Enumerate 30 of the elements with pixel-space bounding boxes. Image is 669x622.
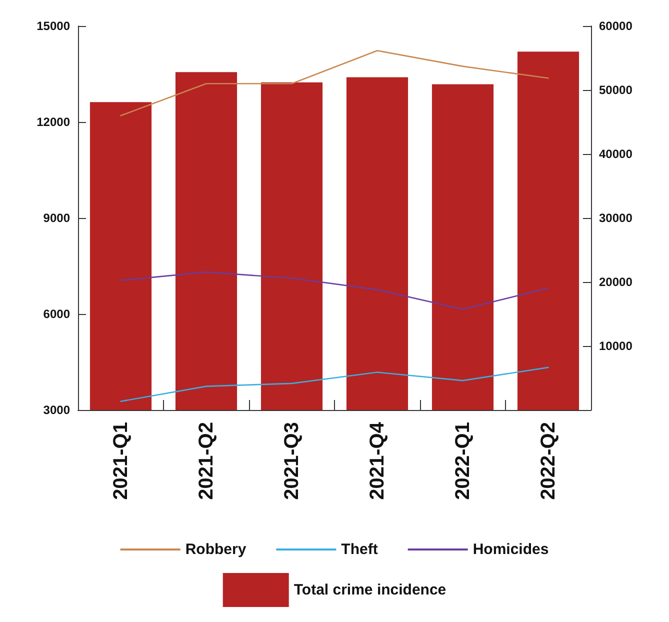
x-tick-label: 2021-Q2 — [195, 422, 218, 500]
legend-label: Robbery — [185, 541, 247, 558]
y2-tick-label: 20000 — [599, 275, 633, 289]
x-tick-label: 2021-Q4 — [366, 421, 388, 500]
line-series — [120, 271, 549, 310]
bar — [517, 52, 580, 410]
bar — [346, 77, 408, 410]
legend-label: Theft — [341, 541, 378, 558]
y-tick-label: 12000 — [36, 115, 70, 129]
line-series — [120, 366, 549, 402]
y2-tick-label: 30000 — [599, 211, 633, 225]
y-tick-label: 6000 — [43, 307, 70, 321]
y2-tick-label: 50000 — [599, 83, 633, 97]
x-tick-label: 2022-Q2 — [537, 422, 560, 500]
y2-tick-label: 60000 — [599, 19, 633, 33]
line-series — [120, 50, 549, 116]
y-tick-label: 3000 — [43, 403, 70, 417]
bar — [432, 84, 494, 410]
x-tick-label: 2021-Q1 — [110, 422, 132, 500]
bar — [90, 102, 152, 410]
x-tick-label: 2022-Q1 — [452, 422, 474, 500]
legend-label: Total crime incidence — [294, 582, 446, 598]
bar — [175, 72, 238, 410]
y-tick-label: 9000 — [43, 211, 70, 225]
x-tick-label: 2021-Q3 — [280, 422, 303, 500]
y2-tick-label: 10000 — [599, 339, 633, 353]
y2-tick-label: 40000 — [599, 147, 633, 161]
y-tick-label: 15000 — [36, 19, 70, 33]
bar — [260, 82, 323, 410]
legend-label: Homicides — [472, 541, 549, 558]
